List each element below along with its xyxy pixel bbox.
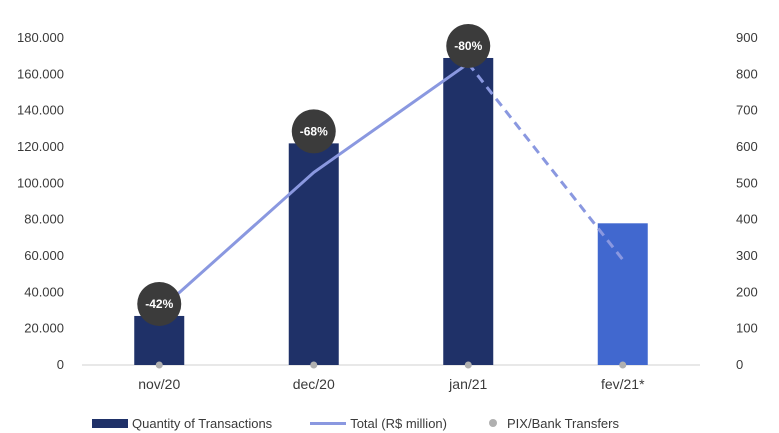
right-tick-label: 100 [736, 321, 758, 336]
pix-dot [310, 361, 318, 369]
legend-swatch-dot [489, 419, 497, 427]
right-tick-label: 700 [736, 103, 758, 118]
left-axis: 0 20.000 40.000 60.000 80.000 100.000 120.000 1… [17, 30, 64, 372]
right-tick-label: 800 [736, 66, 758, 81]
x-axis-labels: nov/20 dec/20 jan/21 fev/21* [138, 376, 645, 392]
pix-dot [619, 361, 627, 369]
right-tick-label: 200 [736, 284, 758, 299]
bar [288, 143, 339, 365]
badge-circle [137, 281, 182, 326]
total-line-solid [158, 62, 470, 312]
left-tick-label: 140.000 [17, 103, 64, 118]
right-axis: 0 100 200 300 400 500 600 700 800 900 [736, 30, 758, 372]
badge-label: -68% [300, 124, 328, 138]
bar [443, 57, 494, 365]
right-tick-label: 300 [736, 248, 758, 263]
left-tick-label: 40.000 [24, 284, 64, 299]
right-tick-label: 600 [736, 139, 758, 154]
legend-swatch-line [310, 421, 347, 425]
left-tick-label: 100.000 [17, 175, 64, 190]
right-tick-label: 0 [736, 357, 743, 372]
bar [597, 223, 648, 365]
bar-series [134, 57, 648, 365]
x-tick-label: nov/20 [138, 376, 180, 392]
dot-series [155, 361, 627, 369]
legend-item-line: Total (R$ million) [310, 416, 447, 431]
left-tick-label: 120.000 [17, 139, 64, 154]
left-tick-label: 60.000 [24, 248, 64, 263]
right-tick-label: 400 [736, 212, 758, 227]
legend-label-bars: Quantity of Transactions [132, 415, 273, 431]
total-line-dashed [467, 62, 624, 261]
pix-dot [464, 361, 472, 369]
legend-item-dots: PIX/Bank Transfers [485, 416, 619, 431]
x-tick-label: fev/21* [601, 376, 645, 392]
pix-dot [155, 361, 163, 369]
legend-label-line: Total (R$ million) [350, 415, 447, 431]
x-tick-label: jan/21 [448, 376, 487, 392]
badge-circle [291, 109, 336, 154]
legend-item-bars: Quantity of Transactions [92, 416, 272, 431]
legend-swatch-bar [92, 418, 128, 428]
legend: Quantity of Transactions Total (R$ milli… [92, 413, 657, 433]
badge-label: -42% [145, 297, 173, 311]
left-tick-label: 0 [57, 357, 64, 372]
percent-badges: -42% -68% -80% [137, 23, 491, 326]
legend-label-dots: PIX/Bank Transfers [507, 415, 619, 431]
badge-circle [446, 23, 491, 68]
left-tick-label: 160.000 [17, 66, 64, 81]
left-tick-label: 180.000 [17, 30, 64, 45]
x-tick-label: dec/20 [293, 376, 335, 392]
left-tick-label: 20.000 [24, 321, 64, 336]
line-series [158, 62, 624, 312]
badge-label: -80% [454, 39, 482, 53]
left-tick-label: 80.000 [24, 212, 64, 227]
right-tick-label: 500 [736, 175, 758, 190]
right-tick-label: 900 [736, 30, 758, 45]
